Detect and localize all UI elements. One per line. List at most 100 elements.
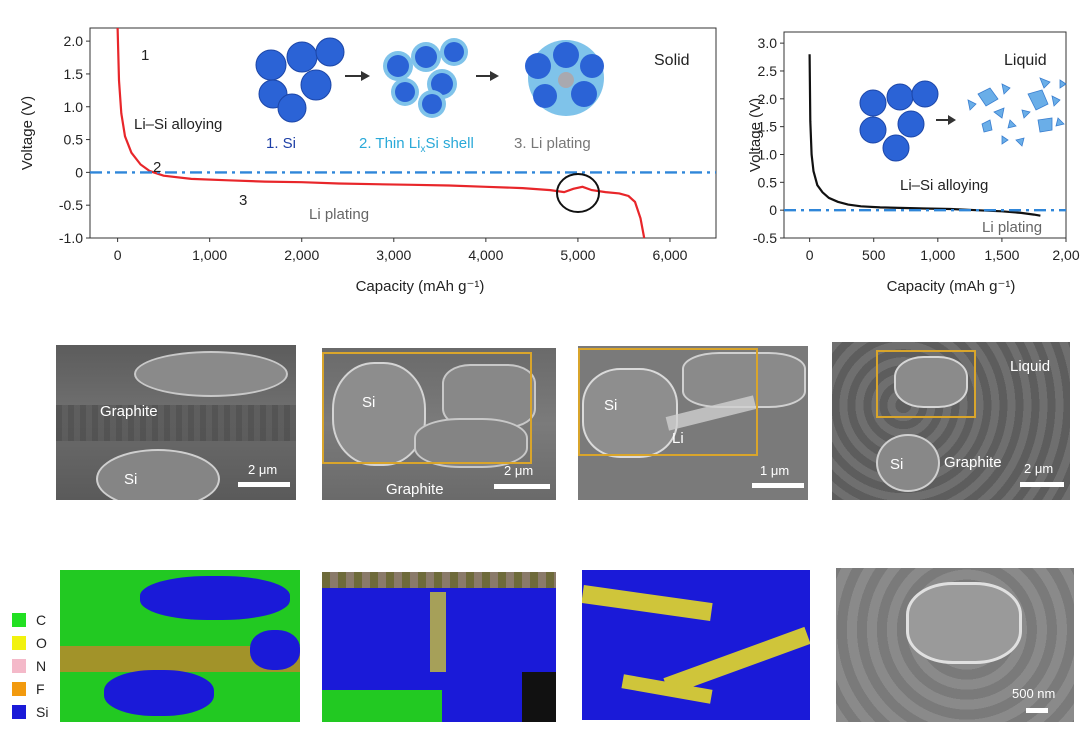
sem1-scalebar xyxy=(238,482,290,487)
eds-legend-item-n: N xyxy=(12,658,46,674)
eds-legend-swatch xyxy=(12,636,26,650)
eds1-si-region-bottom xyxy=(104,670,214,716)
liquid-schematic-fragments xyxy=(967,77,1067,147)
annotation-liquid: Liquid xyxy=(1004,52,1047,69)
eds2-dark-edge xyxy=(522,672,556,722)
sem-image-2: Si Graphite 2 μm xyxy=(322,348,556,500)
liquid-y-tick-label: -0.5 xyxy=(753,230,777,246)
liquid-x-tick-label: 500 xyxy=(862,247,886,263)
liquid-y-tick-label: 0 xyxy=(769,202,777,218)
sem2-scalebar-label: 2 μm xyxy=(504,463,534,478)
sem3-label-si: Si xyxy=(604,397,618,414)
eds-legend-item-si: Si xyxy=(12,704,48,720)
schematic-label-shell: 2. Thin LixSi shell xyxy=(359,135,474,155)
sem4-label-graphite: Graphite xyxy=(944,454,1002,471)
eds3-o-network-1 xyxy=(582,585,713,621)
solid-voltage-curve xyxy=(116,27,646,239)
eds1-si-region-mid xyxy=(250,630,300,670)
sem2-label-si: Si xyxy=(362,394,376,411)
annotation-2: 2 xyxy=(153,159,161,176)
sem4-particle-si xyxy=(876,434,940,492)
solid-chart: 0 1,000 2,000 3,000 4,000 5,000 6,000 2.0 1.5 1.0… xyxy=(19,27,717,295)
annotation-solid: Solid xyxy=(654,52,690,69)
solid-plot-area xyxy=(90,27,716,239)
liquid-x-tick-label: 1,000 xyxy=(920,247,955,263)
sem1-label-si: Si xyxy=(124,471,138,488)
sem3-particle-si xyxy=(582,368,678,458)
solid-y-tick-label: 0.5 xyxy=(64,132,84,148)
sem2-roi-box xyxy=(322,352,532,464)
liquid-y-axis-label: Voltage (V) xyxy=(747,98,764,172)
schematic-arrow-1 xyxy=(345,71,370,81)
liquid-schematic-si-cluster xyxy=(859,80,939,162)
eds-map-2 xyxy=(322,572,556,722)
schematic-label-si: 1. Si xyxy=(266,135,296,152)
solid-x-tick-label: 4,000 xyxy=(468,247,503,263)
liquid-x-tick-label: 2,00 xyxy=(1052,247,1079,263)
sem3-scalebar-label: 1 μm xyxy=(760,463,790,478)
eds-legend-swatch xyxy=(12,659,26,673)
liquid-y-tick-label: 2.5 xyxy=(758,63,778,79)
solid-x-tick-label: 2,000 xyxy=(284,247,319,263)
annotation-liquid-alloying: Li–Si alloying xyxy=(900,177,988,194)
annotation-plating: Li plating xyxy=(309,206,369,223)
liquid-y-tick-label: 3.0 xyxy=(758,35,778,51)
schematic-plating-cluster xyxy=(525,40,604,116)
zoom-particle xyxy=(906,582,1022,664)
sem2-particle-bottom xyxy=(414,418,528,468)
annotation-3: 3 xyxy=(239,192,247,209)
eds-legend-label: O xyxy=(36,635,47,651)
sem1-particle-top xyxy=(134,351,288,397)
liquid-chart: 0 500 1,000 1,500 2,00 3.0 2.5 2.0 1.5 1.0 0.5 0 -0.… xyxy=(747,31,1080,295)
sem4-label-liquid: Liquid xyxy=(1010,358,1051,375)
highlight-circle xyxy=(556,173,600,213)
sem2-label-graphite: Graphite xyxy=(386,481,444,498)
liquid-x-tick-label: 0 xyxy=(806,247,814,263)
solid-y-tick-label: 0 xyxy=(75,164,83,180)
eds1-si-region-top xyxy=(140,576,290,620)
solid-y-axis-label: Voltage (V) xyxy=(19,96,36,170)
solid-y-tick-label: 1.5 xyxy=(64,66,84,82)
eds-legend-swatch xyxy=(12,682,26,696)
sem2-particle-si xyxy=(332,362,426,466)
eds-legend: C O N F Si xyxy=(0,612,60,722)
sem4-particle-top xyxy=(894,356,968,408)
zoom-scalebar-label: 500 nm xyxy=(1012,686,1056,701)
schematic-label-plating: 3. Li plating xyxy=(514,135,591,152)
eds-legend-label: F xyxy=(36,681,45,697)
zoom-sem-image: 500 nm xyxy=(836,568,1074,722)
eds2-o-streak xyxy=(430,592,446,672)
liquid-y-tick-label: 0.5 xyxy=(758,174,778,190)
solid-y-tick-label: -1.0 xyxy=(59,230,83,246)
sem1-dark-band xyxy=(56,405,296,441)
eds-map-1 xyxy=(60,570,300,722)
sem-image-3: Si Li 1 μm xyxy=(578,346,808,500)
liquid-schematic-arrow xyxy=(936,115,956,125)
sem4-roi-box xyxy=(876,350,976,418)
eds-legend-item-o: O xyxy=(12,635,47,651)
schematic-si-cluster xyxy=(255,37,345,123)
annotation-1: 1 xyxy=(141,47,149,64)
schematic-shell-cluster xyxy=(383,38,468,118)
solid-x-tick-label: 0 xyxy=(114,247,122,263)
solid-ticks: 0 1,000 2,000 3,000 4,000 5,000 6,000 2.0 1.5 1.0… xyxy=(59,33,688,263)
solid-plot-frame xyxy=(89,27,717,239)
liquid-y-tick-label: 1.0 xyxy=(758,146,778,162)
sem3-label-li: Li xyxy=(672,430,684,447)
schematic-arrow-2 xyxy=(476,71,499,81)
sem1-scalebar-label: 2 μm xyxy=(248,462,278,477)
sem3-scalebar xyxy=(752,483,804,488)
solid-x-tick-label: 1,000 xyxy=(192,247,227,263)
sem3-roi-box xyxy=(578,348,758,456)
eds2-top-mix xyxy=(322,572,556,588)
solid-x-axis-label: Capacity (mAh g⁻¹) xyxy=(356,278,485,295)
eds-legend-swatch xyxy=(12,705,26,719)
eds-legend-item-c: C xyxy=(12,612,46,628)
sem4-label-si: Si xyxy=(890,456,904,473)
sem-image-1: Graphite Si 2 μm xyxy=(56,345,296,500)
sem4-scalebar-label: 2 μm xyxy=(1024,461,1054,476)
liquid-plot-area xyxy=(784,54,1066,217)
liquid-x-axis-label: Capacity (mAh g⁻¹) xyxy=(887,278,1016,295)
sem4-scalebar xyxy=(1020,482,1064,487)
eds-legend-label: N xyxy=(36,658,47,674)
